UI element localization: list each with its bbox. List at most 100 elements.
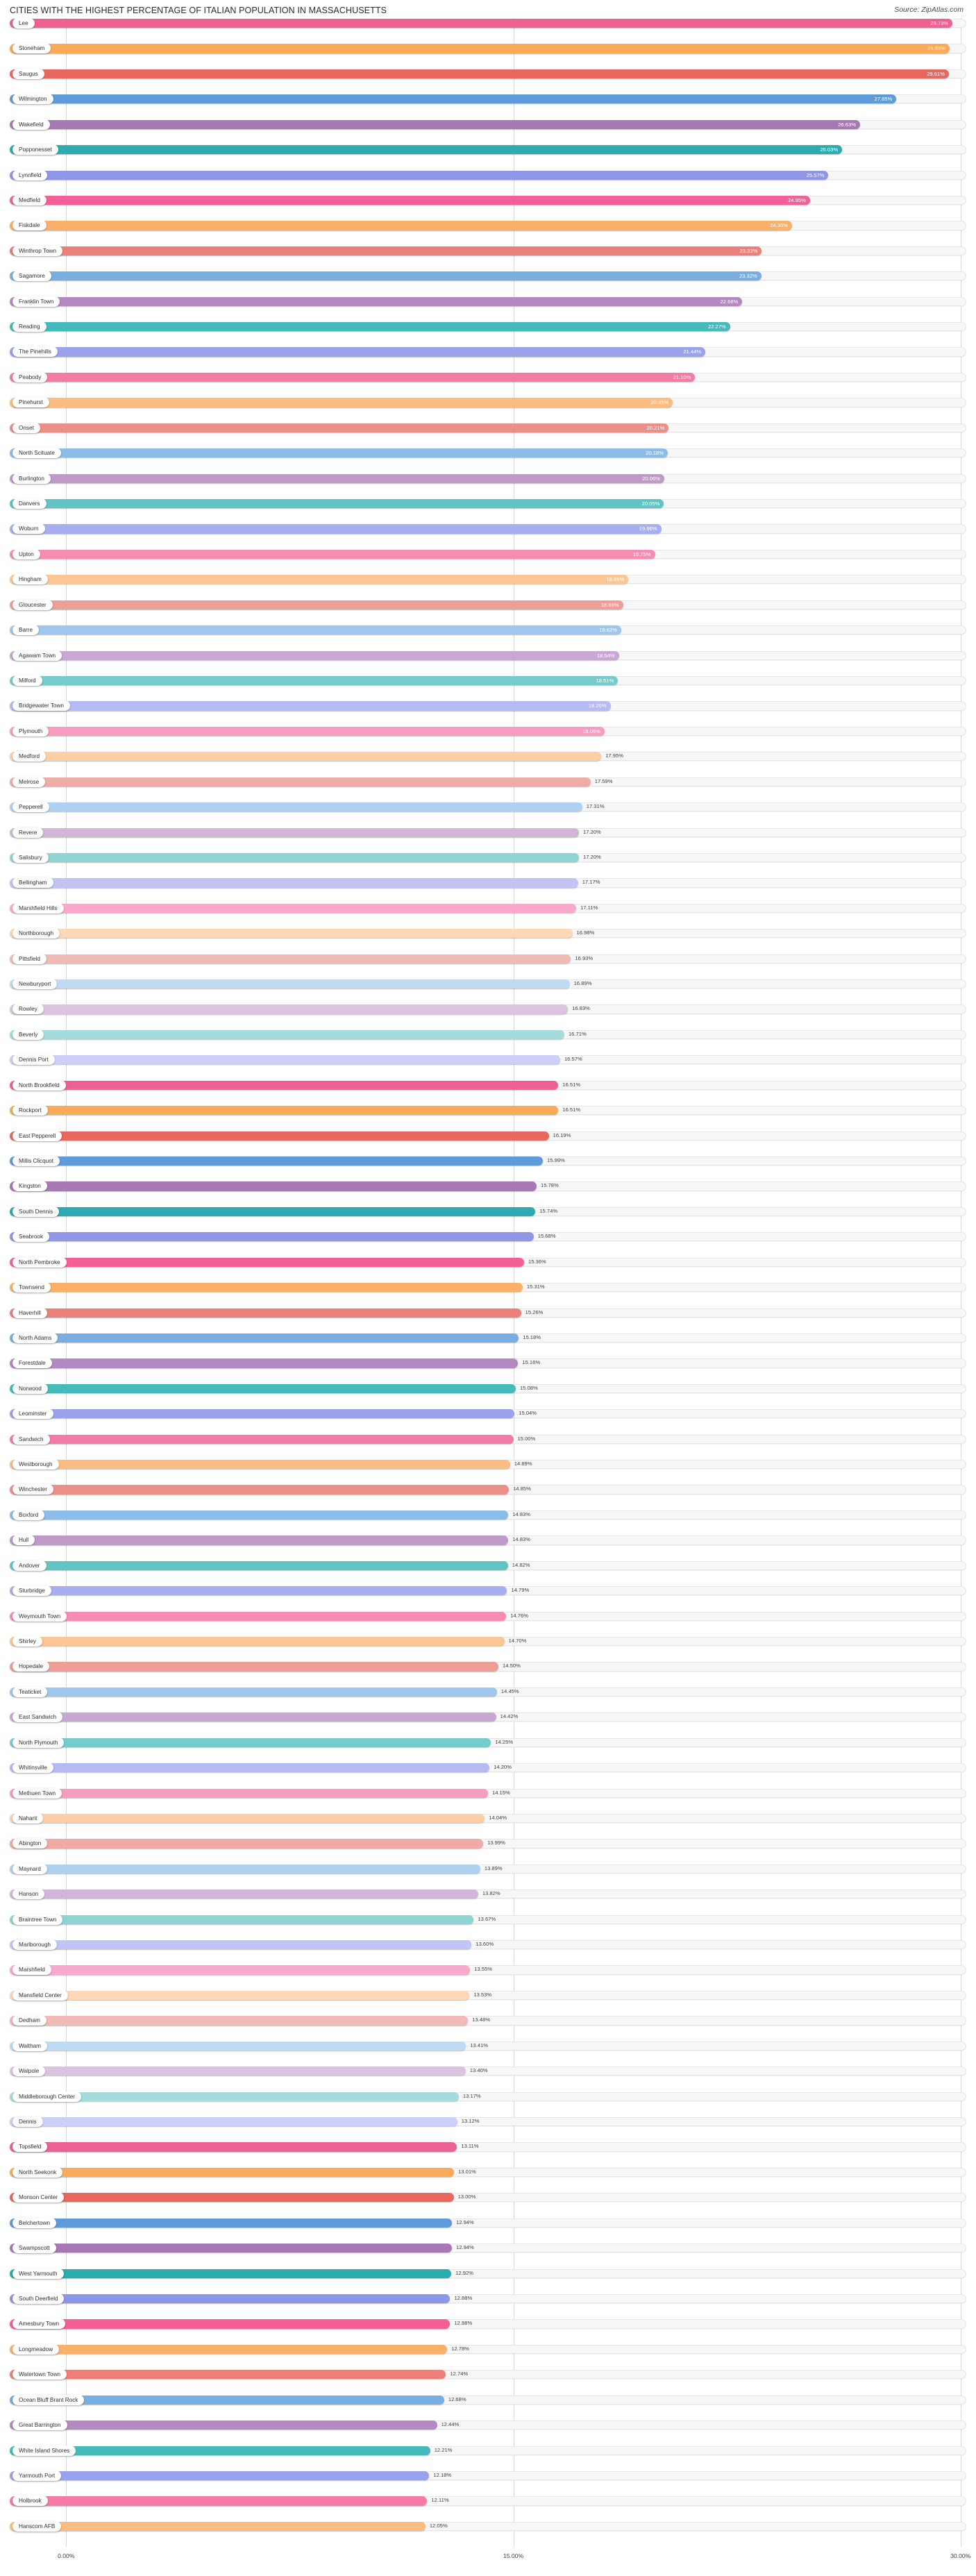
- bar[interactable]: [10, 1004, 569, 1014]
- bar[interactable]: [10, 1434, 514, 1444]
- category-label[interactable]: Whitinsville: [12, 1762, 53, 1774]
- bar-row[interactable]: 20.18% North Scituate: [10, 448, 966, 473]
- category-label[interactable]: Wakefield: [12, 119, 50, 130]
- category-label[interactable]: Hingham: [12, 574, 48, 585]
- category-label[interactable]: Pittsfield: [12, 953, 47, 964]
- category-label[interactable]: Sagamore: [12, 271, 51, 282]
- bar-row[interactable]: 26.03% Popponesset: [10, 144, 966, 169]
- bar[interactable]: [10, 1535, 509, 1545]
- bar[interactable]: [10, 1156, 544, 1166]
- category-label[interactable]: West Yarmouth: [12, 2268, 64, 2279]
- bar[interactable]: 20.18%: [10, 448, 668, 458]
- bar-row[interactable]: 17.17% Bellingham: [10, 877, 966, 902]
- bar[interactable]: [10, 878, 578, 888]
- category-label[interactable]: Barre: [12, 625, 40, 636]
- category-label[interactable]: Milford: [12, 675, 42, 686]
- bar[interactable]: [10, 2193, 454, 2203]
- category-label[interactable]: Haverhill: [12, 1307, 47, 1318]
- bar[interactable]: [10, 2142, 457, 2152]
- category-label[interactable]: Reading: [12, 321, 47, 332]
- category-label[interactable]: Ocean Bluff Brant Rock: [12, 2394, 85, 2405]
- category-label[interactable]: Northborough: [12, 928, 60, 939]
- bar[interactable]: [10, 1940, 472, 1950]
- category-label[interactable]: Shirley: [12, 1636, 43, 1647]
- bar[interactable]: [10, 2293, 451, 2304]
- category-label[interactable]: Peabody: [12, 371, 48, 382]
- bar-row[interactable]: 14.25% North Plymouth: [10, 1737, 966, 1762]
- bar-row[interactable]: 14.83% Hull: [10, 1535, 966, 1560]
- category-label[interactable]: Stoneham: [12, 43, 51, 54]
- bar-row[interactable]: 13.53% Mansfield Center: [10, 1989, 966, 2015]
- bar[interactable]: [10, 1383, 516, 1393]
- bar-row[interactable]: 18.68% Gloucester: [10, 599, 966, 625]
- bar[interactable]: 26.03%: [10, 145, 843, 155]
- category-label[interactable]: Abington: [12, 1838, 48, 1849]
- bar-row[interactable]: 15.36% North Pembroke: [10, 1256, 966, 1282]
- category-label[interactable]: Dennis Port: [12, 1054, 55, 1066]
- bar-row[interactable]: 16.93% Pittsfield: [10, 953, 966, 979]
- bar[interactable]: 23.33%: [10, 246, 762, 255]
- category-label[interactable]: Watertown Town: [12, 2369, 67, 2380]
- category-label[interactable]: Middleborough Center: [12, 2091, 82, 2102]
- category-label[interactable]: North Seekonk: [12, 2166, 63, 2178]
- category-label[interactable]: Belchertown: [12, 2217, 57, 2228]
- bar-row[interactable]: 27.85% Wilmington: [10, 94, 966, 119]
- category-label[interactable]: The Pinehills: [12, 346, 58, 357]
- bar[interactable]: [10, 2445, 430, 2455]
- bar-row[interactable]: 13.41% Waltham: [10, 2040, 966, 2066]
- bar[interactable]: 24.95%: [10, 195, 810, 205]
- bar-row[interactable]: 17.31% Pepperell: [10, 802, 966, 827]
- bar-row[interactable]: 13.89% Maynard: [10, 1863, 966, 1889]
- category-label[interactable]: Kingston: [12, 1181, 47, 1192]
- bar[interactable]: [10, 903, 577, 913]
- category-label[interactable]: Holbrook: [12, 2495, 48, 2507]
- category-label[interactable]: Hanscom AFB: [12, 2520, 62, 2532]
- bar[interactable]: [10, 1687, 497, 1697]
- category-label[interactable]: Yarmouth Port: [12, 2470, 62, 2481]
- bar[interactable]: [10, 1611, 507, 1621]
- bar[interactable]: [10, 2167, 455, 2178]
- bar-row[interactable]: 14.76% Weymouth Town: [10, 1610, 966, 1636]
- bar-row[interactable]: 12.94% Belchertown: [10, 2217, 966, 2243]
- bar[interactable]: [10, 1662, 499, 1672]
- bar-row[interactable]: 17.20% Revere: [10, 827, 966, 852]
- bar[interactable]: [10, 777, 591, 786]
- bar[interactable]: [10, 1712, 496, 1722]
- bar-row[interactable]: 13.82% Hanson: [10, 1889, 966, 1914]
- category-label[interactable]: Rockport: [12, 1105, 48, 1116]
- bar[interactable]: [10, 1080, 559, 1090]
- category-label[interactable]: Amesbury Town: [12, 2318, 66, 2330]
- category-label[interactable]: Methuen Town: [12, 1787, 62, 1799]
- bar[interactable]: [10, 1283, 523, 1293]
- bar[interactable]: 20.21%: [10, 423, 669, 432]
- bar-row[interactable]: 15.26% Haverhill: [10, 1307, 966, 1333]
- category-label[interactable]: Great Barrington: [12, 2420, 67, 2431]
- category-label[interactable]: East Pepperell: [12, 1130, 62, 1141]
- bar-row[interactable]: 17.59% Melrose: [10, 776, 966, 802]
- bar-row[interactable]: 18.62% Barre: [10, 625, 966, 650]
- bar[interactable]: 18.68%: [10, 600, 623, 609]
- bar-row[interactable]: 16.51% North Brookfield: [10, 1079, 966, 1105]
- bar-row[interactable]: 12.68% Ocean Bluff Brant Rock: [10, 2394, 966, 2420]
- bar[interactable]: 18.26%: [10, 701, 611, 711]
- bar[interactable]: [10, 1990, 470, 2001]
- bar-row[interactable]: 17.20% Salisbury: [10, 852, 966, 877]
- bar-row[interactable]: 16.83% Rowley: [10, 1004, 966, 1029]
- category-label[interactable]: Marlborough: [12, 1939, 57, 1951]
- bar[interactable]: [10, 1257, 524, 1267]
- bar[interactable]: [10, 1839, 484, 1849]
- bar[interactable]: 20.35%: [10, 398, 673, 407]
- bar-row[interactable]: 19.96% Woburn: [10, 523, 966, 548]
- bar-row[interactable]: 14.20% Whitinsville: [10, 1762, 966, 1787]
- category-label[interactable]: Saugus: [12, 68, 44, 79]
- bar-row[interactable]: 24.95% Medfield: [10, 194, 966, 220]
- bar[interactable]: [10, 1206, 536, 1217]
- bar-row[interactable]: 29.63% Stoneham: [10, 43, 966, 68]
- bar-row[interactable]: 14.82% Andover: [10, 1560, 966, 1585]
- bar[interactable]: 26.63%: [10, 119, 860, 129]
- bar[interactable]: 21.10%: [10, 372, 696, 382]
- bar[interactable]: [10, 2319, 451, 2329]
- bar[interactable]: [10, 2218, 453, 2228]
- category-label[interactable]: White Island Shores: [12, 2445, 76, 2456]
- category-label[interactable]: Plymouth: [12, 725, 49, 736]
